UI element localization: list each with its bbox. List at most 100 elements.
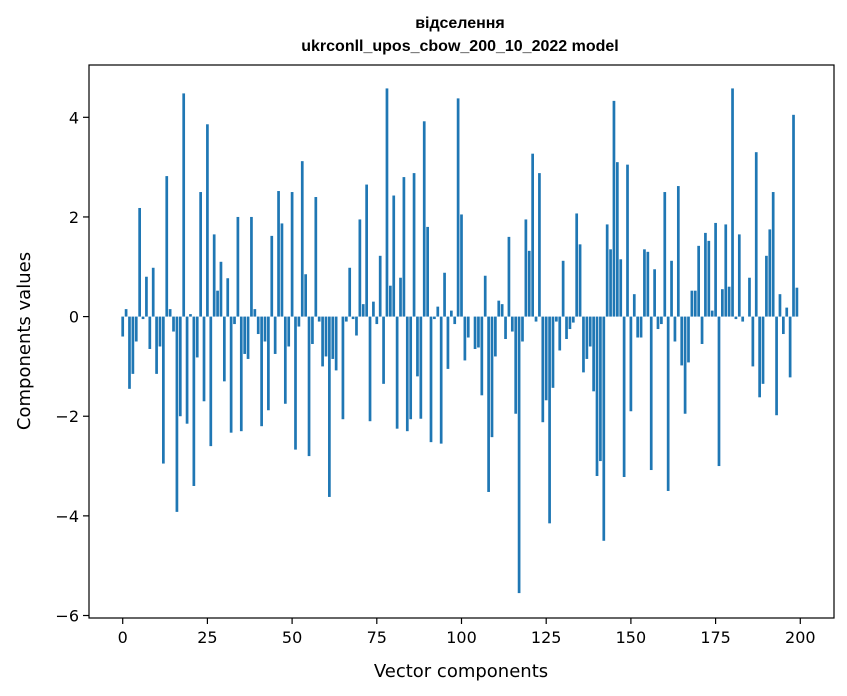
bar-178	[724, 224, 728, 317]
bar-87	[416, 316, 419, 377]
bar-196	[785, 307, 789, 317]
bar-146	[615, 162, 619, 317]
bar-1	[124, 309, 128, 317]
bar-54	[304, 274, 308, 317]
bar-17	[178, 316, 182, 417]
x-tick-label: 175	[700, 628, 731, 647]
bar-161	[666, 316, 670, 491]
bar-197	[788, 316, 792, 378]
bar-138	[588, 316, 592, 347]
bar-182	[737, 234, 741, 317]
bar-98	[453, 316, 457, 325]
bar-0	[121, 316, 125, 337]
bar-35	[239, 316, 243, 432]
bar-53	[300, 161, 304, 317]
bar-82	[399, 277, 402, 317]
bar-151	[632, 294, 636, 317]
bar-77	[382, 316, 385, 384]
bar-72	[365, 184, 368, 317]
bar-186	[751, 316, 755, 367]
bar-58	[317, 316, 321, 322]
bar-177	[721, 289, 724, 317]
bar-154	[643, 249, 646, 317]
bar-168	[690, 290, 694, 317]
bar-153	[639, 316, 643, 338]
bar-40	[256, 316, 260, 335]
bar-59	[321, 316, 324, 367]
bar-89	[422, 121, 426, 317]
bar-174	[710, 310, 714, 317]
bar-187	[754, 152, 758, 317]
bar-84	[405, 316, 409, 432]
bar-38	[250, 216, 253, 317]
bar-99	[456, 98, 460, 317]
bar-150	[629, 316, 633, 412]
bar-143	[605, 224, 609, 317]
bar-113	[504, 316, 507, 340]
bar-144	[609, 249, 612, 317]
bar-158	[656, 316, 660, 330]
x-tick-label: 25	[197, 628, 217, 647]
bar-61	[328, 316, 331, 497]
bar-180	[731, 88, 734, 317]
bar-106	[480, 316, 484, 396]
bar-194	[778, 294, 782, 317]
y-tick-label: −2	[55, 407, 79, 426]
bar-162	[670, 260, 673, 317]
bar-96	[446, 316, 450, 369]
bar-155	[646, 251, 650, 317]
bar-167	[687, 316, 690, 363]
bar-132	[568, 316, 572, 330]
bar-28	[216, 290, 219, 317]
bar-57	[314, 197, 318, 317]
bar-42	[263, 316, 267, 342]
bar-175	[714, 222, 717, 317]
bar-172	[704, 232, 707, 317]
bar-169	[693, 290, 697, 317]
y-axis-ticks: −6 −4 −2 0 2 4	[55, 108, 89, 626]
bar-81	[395, 316, 399, 429]
bar-156	[649, 316, 653, 471]
bar-157	[653, 269, 656, 317]
bar-75	[375, 316, 379, 325]
chart-title-line2: ukrconll_upos_cbow_200_10_2022 model	[301, 38, 618, 55]
bar-45	[273, 316, 277, 354]
bar-183	[741, 316, 745, 322]
bar-4	[134, 316, 138, 342]
bar-37	[246, 316, 250, 359]
bar-32	[229, 316, 233, 433]
bar-78	[385, 88, 389, 317]
x-tick-label: 50	[282, 628, 302, 647]
bar-173	[707, 240, 711, 317]
bar-30	[222, 316, 226, 382]
bar-47	[280, 223, 284, 317]
bar-188	[758, 316, 761, 398]
bar-176	[717, 316, 721, 467]
bar-110	[494, 316, 497, 357]
bar-118	[521, 316, 524, 342]
bar-25	[206, 124, 209, 317]
bar-68	[351, 316, 355, 320]
bar-100	[460, 214, 463, 317]
bar-164	[676, 186, 680, 317]
x-tick-label: 200	[785, 628, 816, 647]
bar-189	[761, 316, 765, 384]
bar-163	[673, 316, 677, 342]
bar-152	[636, 316, 640, 338]
bar-5	[138, 207, 141, 317]
bar-86	[412, 173, 416, 317]
bar-165	[680, 316, 684, 366]
bar-170	[697, 245, 701, 317]
x-axis-ticks: 0 25 50 75 100 125 150 175 200	[118, 618, 816, 647]
bar-135	[578, 244, 582, 317]
bar-95	[443, 272, 446, 317]
bar-145	[612, 100, 616, 317]
bar-199	[795, 287, 799, 317]
bar-66	[344, 316, 348, 322]
bar-109	[490, 316, 494, 438]
bar-127	[551, 316, 555, 388]
bar-191	[768, 229, 772, 317]
bar-139	[592, 316, 595, 392]
bar-121	[531, 153, 534, 317]
bar-10	[155, 316, 158, 374]
